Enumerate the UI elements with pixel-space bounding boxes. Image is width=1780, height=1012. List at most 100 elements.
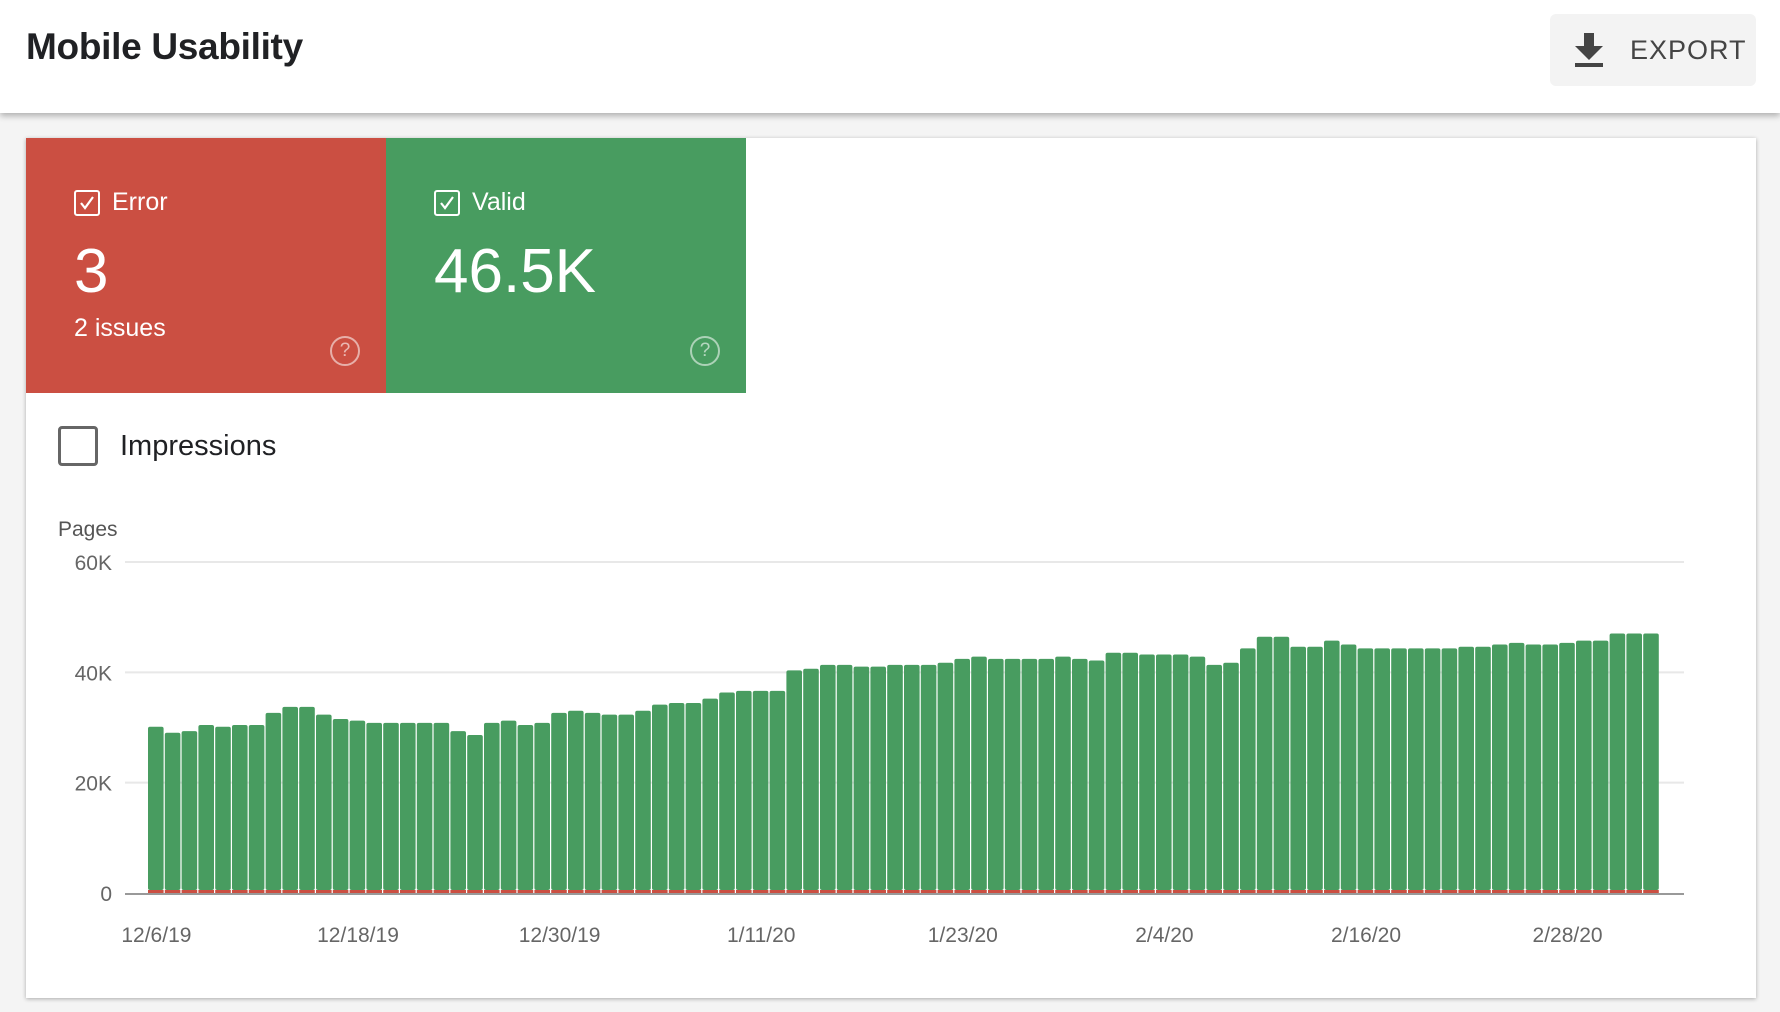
bar-error xyxy=(1206,890,1222,893)
impressions-toggle[interactable]: Impressions xyxy=(58,426,276,466)
bar-valid xyxy=(316,714,332,890)
bar-error xyxy=(282,890,298,893)
valid-label: Valid xyxy=(472,188,526,216)
bar-error xyxy=(1105,890,1122,893)
x-tick-label: 1/11/20 xyxy=(727,924,796,947)
bar-valid xyxy=(551,712,567,890)
x-tick-label: 12/6/19 xyxy=(121,924,191,947)
bar-error xyxy=(1088,890,1105,893)
bar-valid xyxy=(601,714,618,890)
help-icon[interactable]: ? xyxy=(690,336,720,366)
bar-valid xyxy=(803,668,819,890)
bar-valid xyxy=(450,731,466,890)
bar-error xyxy=(954,890,970,893)
bar-valid xyxy=(1525,644,1542,890)
bar-error xyxy=(517,890,534,893)
bar-valid xyxy=(1626,633,1642,890)
bar-valid xyxy=(416,722,433,890)
bar-valid xyxy=(1340,644,1357,890)
export-button[interactable]: EXPORT xyxy=(1550,14,1756,86)
bar-error xyxy=(1424,890,1441,893)
bar-valid xyxy=(937,662,954,890)
bar-valid xyxy=(1542,644,1558,890)
bar-error xyxy=(349,890,366,893)
bar-error xyxy=(820,890,836,893)
bar-valid xyxy=(1408,648,1424,890)
bar-valid xyxy=(467,734,483,890)
bar-valid xyxy=(685,702,702,890)
bar-valid xyxy=(870,666,886,890)
x-tick-label: 1/23/20 xyxy=(928,924,998,947)
valid-count: 46.5K xyxy=(434,237,597,306)
bar-error xyxy=(853,890,870,893)
bar-error xyxy=(836,890,853,893)
bar-error xyxy=(450,890,466,893)
bar-valid xyxy=(1374,648,1390,890)
bar-valid xyxy=(1424,648,1441,890)
bar-error xyxy=(1139,890,1155,893)
bar-error xyxy=(1004,890,1021,893)
bar-error xyxy=(618,890,634,893)
bar-error xyxy=(635,890,651,893)
bar-error xyxy=(1038,890,1054,893)
bar-error xyxy=(1609,890,1626,893)
error-count: 3 xyxy=(74,237,109,306)
help-icon[interactable]: ? xyxy=(330,336,360,366)
bar-valid xyxy=(719,692,735,890)
bar-valid xyxy=(1004,658,1021,890)
valid-tile[interactable]: Valid 46.5K ? xyxy=(386,138,746,393)
bar-error xyxy=(1172,890,1189,893)
bar-error xyxy=(299,890,315,893)
bar-valid xyxy=(198,725,214,890)
valid-checkbox[interactable] xyxy=(434,189,460,216)
bar-valid xyxy=(1172,654,1189,890)
bar-valid xyxy=(484,722,500,890)
bar-error xyxy=(1408,890,1424,893)
bar-error xyxy=(1441,890,1458,893)
bar-valid xyxy=(1122,652,1138,890)
bar-valid xyxy=(584,712,601,890)
bar-valid xyxy=(1492,644,1508,890)
bar-valid xyxy=(769,690,786,890)
bar-error xyxy=(971,890,987,893)
bar-valid xyxy=(148,726,164,890)
bar-valid xyxy=(1441,648,1458,890)
impressions-label: Impressions xyxy=(120,429,277,462)
bar-error xyxy=(1592,890,1609,893)
impressions-checkbox[interactable] xyxy=(58,426,98,466)
bar-valid xyxy=(1508,642,1525,890)
bar-error xyxy=(601,890,618,893)
error-tile[interactable]: Error 3 2 issues ? xyxy=(26,138,386,393)
bar-valid xyxy=(1324,640,1340,890)
bar-valid xyxy=(1643,633,1659,890)
bar-valid xyxy=(1055,656,1071,890)
bar-valid xyxy=(282,706,298,890)
bar-error xyxy=(500,890,517,893)
bar-error xyxy=(1475,890,1491,893)
x-tick-label: 2/16/20 xyxy=(1331,924,1401,947)
bar-valid xyxy=(635,710,651,890)
bar-valid xyxy=(1357,648,1374,890)
export-label: EXPORT xyxy=(1630,34,1747,65)
bar-error xyxy=(786,890,802,893)
bar-valid xyxy=(1156,654,1172,890)
bar-valid xyxy=(820,664,836,890)
y-tick-label: 20K xyxy=(75,773,112,796)
error-checkbox[interactable] xyxy=(74,189,100,216)
bar-error xyxy=(1307,890,1323,893)
bar-valid xyxy=(1189,656,1206,890)
bar-error xyxy=(568,890,584,893)
bar-error xyxy=(937,890,954,893)
bar-error xyxy=(1643,890,1659,893)
bar-error xyxy=(652,890,668,893)
bar-error xyxy=(803,890,819,893)
bar-valid xyxy=(736,690,752,890)
bar-error xyxy=(1357,890,1374,893)
bar-error xyxy=(1256,890,1273,893)
bar-valid xyxy=(954,658,970,890)
bar-valid xyxy=(1475,646,1491,890)
bar-valid xyxy=(786,670,802,890)
bar-valid xyxy=(1105,652,1122,890)
bar-valid xyxy=(1088,660,1105,890)
bar-error xyxy=(1626,890,1642,893)
